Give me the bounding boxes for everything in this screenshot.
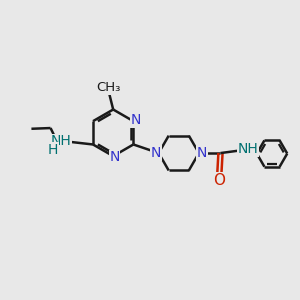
Text: N: N: [151, 146, 161, 160]
Text: NH: NH: [51, 134, 71, 148]
Text: NH: NH: [238, 142, 259, 156]
Text: H: H: [48, 143, 58, 157]
Text: N: N: [197, 146, 207, 160]
Text: CH₃: CH₃: [97, 81, 121, 94]
Text: O: O: [213, 173, 225, 188]
Text: N: N: [130, 113, 141, 127]
Text: N: N: [109, 150, 120, 164]
